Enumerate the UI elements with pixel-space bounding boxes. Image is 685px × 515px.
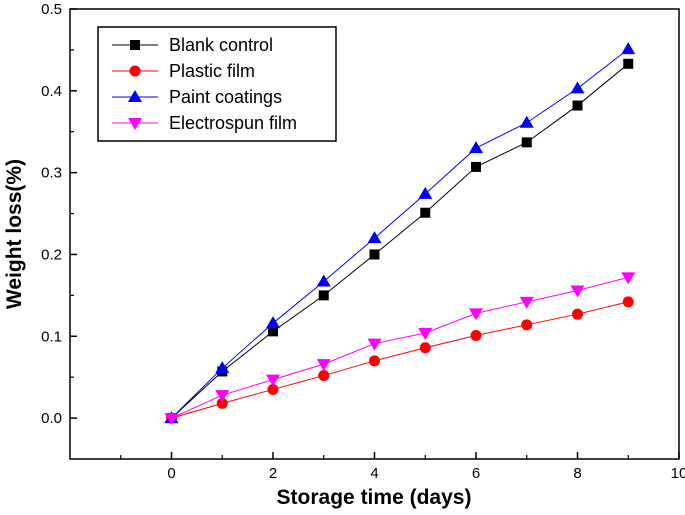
data-point-electrospun-film [418, 328, 433, 340]
data-point-blank-control [268, 326, 278, 337]
y-tick-label: 0.2 [41, 246, 62, 263]
legend-marker-plastic-film [129, 65, 141, 77]
data-point-electrospun-film [164, 413, 179, 426]
x-tick-label: 10 [671, 465, 685, 482]
data-point-paint-coatings [367, 231, 382, 244]
data-point-plastic-film [572, 308, 583, 320]
legend-item-plastic-film: Plastic film [112, 61, 255, 81]
series-line-electrospun-film [171, 276, 629, 419]
data-point-blank-control [420, 207, 431, 218]
axis-ticks: 0 2 4 6 8 10 0.0 0.1 0.2 0.3 0.4 0.5 [41, 1, 685, 482]
data-point-paint-coatings [418, 186, 433, 199]
data-point-plastic-film [216, 397, 228, 409]
data-point-blank-control [623, 58, 634, 69]
x-axis-title: Storage time (days) [277, 486, 472, 509]
data-point-electrospun-film [316, 359, 331, 372]
legend-label-blank-control: Blank control [169, 35, 273, 55]
x-tick-label: 8 [573, 465, 581, 482]
data-point-electrospun-film [469, 308, 483, 321]
data-point-blank-control [572, 100, 583, 111]
legend-item-blank-control: Blank control [112, 35, 273, 55]
y-tick-label: 0.1 [41, 328, 62, 345]
data-point-paint-coatings [519, 115, 534, 128]
y-tick-label: 0.4 [41, 83, 62, 100]
data-point-paint-coatings [621, 42, 636, 55]
series-line-plastic-film [171, 301, 629, 419]
y-tick-label: 0.0 [41, 410, 62, 427]
legend-label-plastic-film: Plastic film [169, 61, 255, 81]
y-axis-title: Weight loss(%) [3, 159, 26, 309]
legend-label-paint-coatings: Paint coatings [169, 87, 282, 107]
y-tick-label: 0.5 [41, 1, 62, 18]
data-point-electrospun-film [367, 338, 382, 351]
data-point-plastic-film [318, 370, 330, 382]
data-point-blank-control [318, 290, 329, 301]
x-tick-label: 4 [370, 465, 378, 482]
data-point-plastic-film [419, 342, 431, 354]
data-point-paint-coatings [215, 361, 230, 374]
x-tick-label: 6 [472, 465, 480, 482]
data-point-plastic-film [521, 319, 533, 331]
data-point-paint-coatings [266, 316, 280, 329]
data-point-electrospun-film [570, 285, 585, 298]
data-point-plastic-film [622, 296, 634, 308]
x-tick-label: 2 [269, 465, 277, 482]
data-point-electrospun-film [215, 390, 230, 403]
legend-marker-electrospun-film [128, 118, 142, 130]
series-layer [164, 42, 636, 426]
y-tick-label: 0.3 [41, 165, 62, 182]
data-point-paint-coatings [316, 274, 331, 287]
data-point-paint-coatings [570, 81, 585, 94]
legend-marker-blank-control [130, 40, 140, 50]
data-point-electrospun-film [621, 272, 636, 285]
data-point-blank-control [471, 161, 481, 172]
legend-marker-paint-coatings [128, 90, 142, 102]
legend-item-paint-coatings: Paint coatings [112, 87, 282, 107]
data-point-blank-control [521, 137, 532, 148]
data-point-plastic-film [267, 383, 279, 395]
data-point-blank-control [369, 249, 380, 260]
series-line-blank-control [171, 63, 629, 419]
data-point-plastic-film [470, 329, 482, 341]
series-paint-coatings [164, 42, 636, 424]
data-point-paint-coatings [469, 141, 483, 154]
data-point-electrospun-film [519, 296, 534, 309]
series-plastic-film [166, 296, 634, 424]
x-tick-label: 0 [167, 465, 175, 482]
legend-label-electrospun-film: Electrospun film [169, 113, 297, 133]
data-point-plastic-film [369, 355, 380, 367]
legend: Blank control Plastic film Paint coatings E… [97, 26, 337, 142]
legend-item-electrospun-film: Electrospun film [112, 113, 297, 133]
data-point-electrospun-film [266, 374, 280, 387]
series-line-paint-coatings [171, 48, 629, 419]
series-electrospun-film [164, 272, 636, 426]
